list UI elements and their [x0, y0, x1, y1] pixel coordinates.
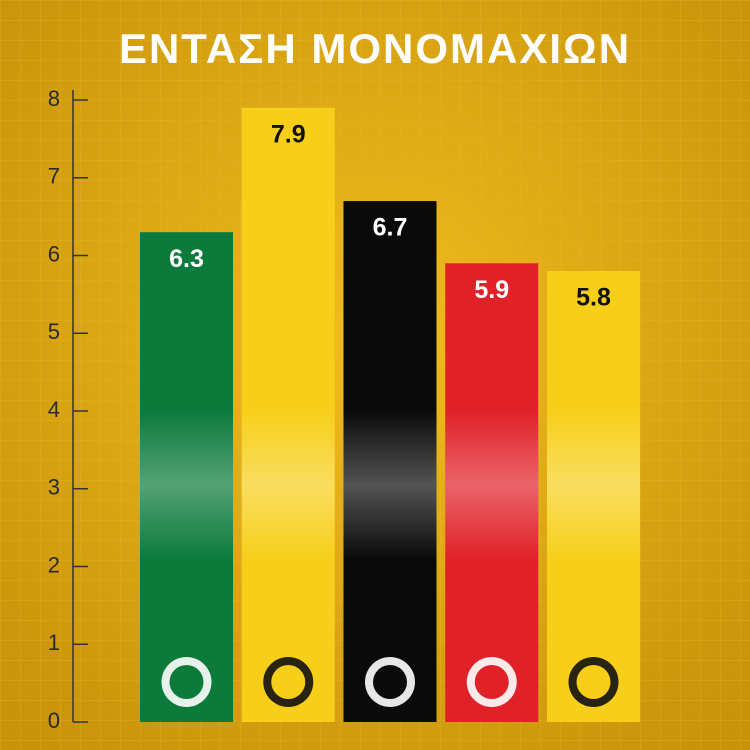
y-tick-label: 5: [48, 319, 60, 344]
bar-shine: [445, 410, 539, 560]
y-tick-label: 7: [48, 164, 60, 189]
y-tick-label: 6: [48, 241, 60, 266]
y-tick-label: 0: [48, 708, 60, 733]
team-logo-inner: [271, 665, 306, 699]
y-tick-label: 4: [48, 397, 60, 422]
value-label: 6.3: [169, 245, 204, 273]
bar-shine: [140, 410, 233, 560]
y-tick-label: 2: [48, 552, 60, 577]
value-label: 6.7: [373, 214, 408, 242]
value-label: 5.9: [474, 276, 509, 304]
value-label: 5.8: [576, 284, 611, 312]
value-label: 7.9: [271, 120, 306, 148]
y-tick-label: 1: [48, 630, 60, 655]
bar-shine: [343, 410, 437, 560]
bar-shine: [547, 410, 640, 560]
team-logo-inner: [373, 665, 407, 699]
team-logo-inner: [169, 665, 204, 699]
bar-shine: [241, 410, 335, 560]
team-logo-inner: [474, 665, 509, 699]
chart-title: ΕΝΤΑΣΗ ΜΟΝΟΜΑΧΙΩΝ: [119, 25, 631, 72]
team-logo-inner: [576, 665, 611, 699]
y-tick-label: 3: [48, 475, 60, 500]
y-tick-label: 8: [48, 86, 60, 111]
